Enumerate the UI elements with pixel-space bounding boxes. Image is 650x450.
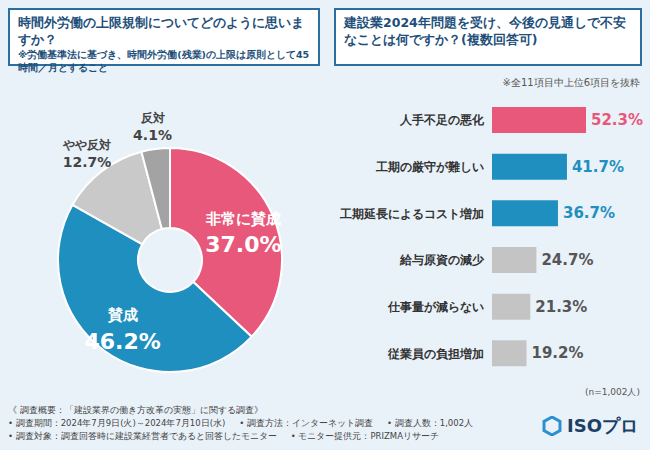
svg-text:賛成46.2%: 賛成46.2% — [84, 306, 160, 354]
html-text:• 調査方法：インターネット調査: • 調査方法：インターネット調査 — [239, 418, 373, 428]
svg-text:36.7%: 36.7% — [563, 204, 615, 222]
html-text:(n=1,002人): (n=1,002人) — [585, 387, 640, 397]
html-text:※労働基準法に基づき、時間外労働(残業)の上限は原則として4: ※労働基準法に基づき、時間外労働(残業)の上限は原則として45時間／月とすること — [18, 49, 310, 73]
svg-text:21.3%: 21.3% — [535, 298, 587, 316]
html-text:時間外労働の上限規制についてどのように思いますか？: 時間外労働の上限規制についてどのように思いますか？ — [18, 15, 304, 47]
html-text:建設業2024年問題を受け、今後の見通しで不安なことは何です: 建設業2024年問題を受け、今後の見通しで不安なことは何ですか？(複数回答可) — [344, 15, 626, 47]
svg-text:やや反対12.7%: やや反対12.7% — [62, 138, 111, 170]
svg-text:41.7%: 41.7% — [572, 158, 624, 176]
html-text:• モニター提供元：PRIZMAリサーチ: • モニター提供元：PRIZMAリサーチ — [290, 431, 439, 441]
svg-text:工期延長によるコスト増加: 工期延長によるコスト増加 — [339, 207, 484, 221]
svg-text:24.7%: 24.7% — [541, 251, 593, 269]
svg-text:仕事量が減らない: 仕事量が減らない — [387, 300, 484, 314]
svg-text:人手不足の悪化: 人手不足の悪化 — [399, 113, 485, 127]
svg-text:給与原資の減少: 給与原資の減少 — [399, 253, 485, 267]
html-text:《 調査概要：「建設業界の働き方改革の実態」に関する調査》: 《 調査概要：「建設業界の働き方改革の実態」に関する調査》 — [8, 405, 263, 415]
svg-text:19.2%: 19.2% — [532, 344, 584, 362]
svg-text:反対4.1%: 反対4.1% — [133, 111, 172, 143]
html-text:※全11項目中上位6項目を抜粋: ※全11項目中上位6項目を抜粋 — [502, 77, 640, 88]
svg-text:52.3%: 52.3% — [591, 111, 642, 129]
html-text:• 調査人数：1,002人: • 調査人数：1,002人 — [387, 418, 474, 428]
svg-text:従業員の負担増加: 従業員の負担増加 — [387, 347, 484, 361]
svg-text:工期の厳守が難しい: 工期の厳守が難しい — [375, 160, 484, 174]
svg-text:非常に賛成37.0%: 非常に賛成37.0% — [205, 210, 282, 258]
html-text:• 調査対象：調査回答時に建設業経営者であると回答したモニタ: • 調査対象：調査回答時に建設業経営者であると回答したモニター — [8, 431, 277, 441]
html-text:• 調査期間：2024年7月9日(火)～2024年7月10日: • 調査期間：2024年7月9日(火)～2024年7月10日(水) — [8, 418, 226, 428]
html-text:ISOプロ: ISOプロ — [567, 415, 638, 436]
